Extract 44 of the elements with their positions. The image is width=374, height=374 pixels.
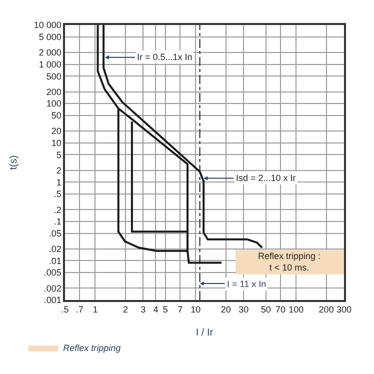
y-tick-label: 10 — [51, 138, 62, 148]
y-tick-label: .005 — [44, 268, 62, 278]
x-tick-label: 7 — [178, 304, 183, 315]
annotation: Isd = 2...10 x Ir — [236, 173, 296, 183]
annotation: Reflex tripping : t < 10 ms. — [258, 251, 321, 273]
y-tick-label: .1 — [54, 216, 62, 227]
y-tick-label: .01 — [48, 256, 62, 266]
x-tick-label: 1 — [92, 304, 98, 315]
legend-label: Reflex tripping — [63, 343, 121, 354]
ref-line-label: I = 11 x In — [227, 279, 266, 289]
x-tick-label: .7 — [76, 304, 84, 315]
x-tick-label: 10 — [190, 304, 201, 315]
x-tick-label: 200 — [318, 304, 334, 315]
y-tick-label: 200 — [46, 86, 62, 97]
x-tick-label: 4 — [153, 304, 158, 315]
y-tick-label: .05 — [48, 228, 62, 238]
y-tick-label: .001 — [44, 295, 62, 306]
y-tick-label: 5 000 — [38, 32, 62, 42]
y-tick-label: .5 — [54, 189, 62, 200]
y-tick-label: 5 — [56, 150, 62, 160]
annotation: Ir = 0.5...1x In — [137, 52, 192, 62]
y-tick-label: 2 — [56, 165, 62, 176]
x-tick-label: 100 — [288, 304, 304, 315]
x-tick-label: 30 — [238, 304, 249, 315]
y-tick-label: .2 — [54, 204, 62, 215]
y-tick-label: .002 — [44, 283, 62, 294]
y-tick-label: 20 — [51, 126, 62, 136]
y-tick-label: .02 — [48, 244, 62, 254]
x-tick-label: 3 — [140, 304, 146, 315]
x-tick-label: 50 — [260, 304, 271, 315]
x-tick-label: 300 — [336, 304, 352, 315]
y-tick-label: 50 — [51, 110, 62, 121]
y-tick-label: 1 000 — [38, 59, 62, 70]
x-tick-label: 70 — [276, 304, 286, 315]
x-axis-title: I / Ir — [196, 328, 214, 339]
x-tick-label: 20 — [220, 304, 231, 315]
y-axis-title: t(s) — [8, 155, 20, 170]
x-tick-label: 2 — [122, 304, 128, 315]
y-tick-label: 500 — [46, 71, 62, 82]
y-tick-label: 10 000 — [34, 20, 62, 30]
x-tick-label: 5 — [162, 304, 168, 315]
y-tick-label: 2 000 — [38, 48, 62, 58]
y-tick-label: 1 — [56, 177, 62, 188]
y-tick-label: 100 — [46, 98, 62, 109]
